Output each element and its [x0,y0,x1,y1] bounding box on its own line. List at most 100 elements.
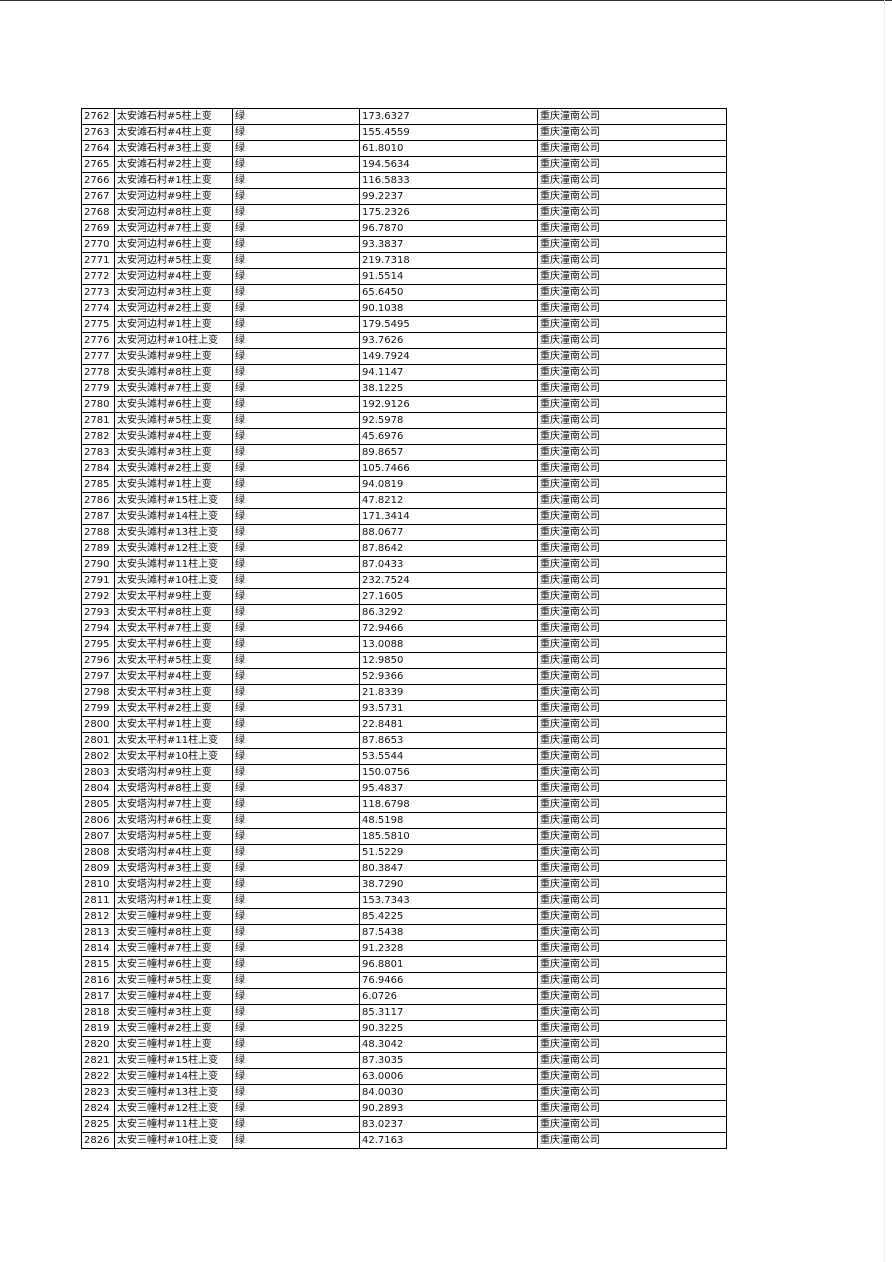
status-color-cell: 绿 [232,1100,360,1117]
row-number-cell: 2800 [81,716,115,733]
status-color-cell: 绿 [232,1084,360,1101]
table-row: 2773 太安河边村#3柱上变绿 65.6450 重庆潼南公司 [81,284,727,301]
table-row: 2785 太安头滩村#1柱上变绿 94.0819 重庆潼南公司 [81,476,727,493]
company-cell: 重庆潼南公司 [537,876,727,893]
row-number-cell: 2781 [81,412,115,429]
value-cell: 6.0726 [359,988,538,1005]
transformer-name-cell: 太安太平村#3柱上变 [114,684,233,701]
value-cell: 51.5229 [359,844,538,861]
table-row: 2766 太安滩石村#1柱上变绿 116.5833 重庆潼南公司 [81,172,727,189]
status-color-cell: 绿 [232,156,360,173]
row-number-cell: 2820 [81,1036,115,1053]
row-number-cell: 2815 [81,956,115,973]
table-row: 2804 太安塔沟村#8柱上变绿 95.4837 重庆潼南公司 [81,780,727,797]
value-cell: 173.6327 [359,108,538,125]
status-color-cell: 绿 [232,716,360,733]
value-cell: 179.5495 [359,316,538,333]
row-number-cell: 2789 [81,540,115,557]
status-color-cell: 绿 [232,1004,360,1021]
transformer-name-cell: 太安头滩村#4柱上变 [114,428,233,445]
table-row: 2791 太安头滩村#10柱上变绿 232.7524 重庆潼南公司 [81,572,727,589]
transformer-name-cell: 太安三幢村#15柱上变 [114,1052,233,1069]
value-cell: 21.8339 [359,684,538,701]
transformer-name-cell: 太安河边村#6柱上变 [114,236,233,253]
company-cell: 重庆潼南公司 [537,1020,727,1037]
row-number-cell: 2825 [81,1116,115,1133]
table-row: 2775 太安河边村#1柱上变绿 179.5495 重庆潼南公司 [81,316,727,333]
value-cell: 96.7870 [359,220,538,237]
table-row: 2788 太安头滩村#13柱上变绿 88.0677 重庆潼南公司 [81,524,727,541]
value-cell: 87.0433 [359,556,538,573]
transformer-name-cell: 太安三幢村#8柱上变 [114,924,233,941]
row-number-cell: 2785 [81,476,115,493]
status-color-cell: 绿 [232,124,360,141]
company-cell: 重庆潼南公司 [537,188,727,205]
status-color-cell: 绿 [232,332,360,349]
value-cell: 105.7466 [359,460,538,477]
status-color-cell: 绿 [232,492,360,509]
transformer-name-cell: 太安三幢村#10柱上变 [114,1132,233,1149]
company-cell: 重庆潼南公司 [537,236,727,253]
table-row: 2819 太安三幢村#2柱上变绿 90.3225 重庆潼南公司 [81,1020,727,1037]
row-number-cell: 2777 [81,348,115,365]
company-cell: 重庆潼南公司 [537,252,727,269]
status-color-cell: 绿 [232,588,360,605]
status-color-cell: 绿 [232,828,360,845]
row-number-cell: 2769 [81,220,115,237]
company-cell: 重庆潼南公司 [537,908,727,925]
transformer-name-cell: 太安太平村#2柱上变 [114,700,233,717]
value-cell: 232.7524 [359,572,538,589]
company-cell: 重庆潼南公司 [537,156,727,173]
company-cell: 重庆潼南公司 [537,412,727,429]
row-number-cell: 2818 [81,1004,115,1021]
status-color-cell: 绿 [232,380,360,397]
transformer-name-cell: 太安三幢村#5柱上变 [114,972,233,989]
row-number-cell: 2809 [81,860,115,877]
row-number-cell: 2775 [81,316,115,333]
company-cell: 重庆潼南公司 [537,764,727,781]
company-cell: 重庆潼南公司 [537,668,727,685]
status-color-cell: 绿 [232,1132,360,1149]
table-row: 2794 太安太平村#7柱上变绿 72.9466 重庆潼南公司 [81,620,727,637]
status-color-cell: 绿 [232,220,360,237]
row-number-cell: 2763 [81,124,115,141]
status-color-cell: 绿 [232,540,360,557]
value-cell: 90.2893 [359,1100,538,1117]
value-cell: 22.8481 [359,716,538,733]
page-top-border [0,0,892,1]
value-cell: 65.6450 [359,284,538,301]
status-color-cell: 绿 [232,460,360,477]
status-color-cell: 绿 [232,428,360,445]
company-cell: 重庆潼南公司 [537,1004,727,1021]
status-color-cell: 绿 [232,572,360,589]
transformer-name-cell: 太安河边村#8柱上变 [114,204,233,221]
status-color-cell: 绿 [232,876,360,893]
row-number-cell: 2817 [81,988,115,1005]
company-cell: 重庆潼南公司 [537,652,727,669]
status-color-cell: 绿 [232,172,360,189]
table-row: 2805 太安塔沟村#7柱上变绿 118.6798 重庆潼南公司 [81,796,727,813]
row-number-cell: 2821 [81,1052,115,1069]
company-cell: 重庆潼南公司 [537,572,727,589]
company-cell: 重庆潼南公司 [537,284,727,301]
transformer-name-cell: 太安头滩村#7柱上变 [114,380,233,397]
value-cell: 38.1225 [359,380,538,397]
company-cell: 重庆潼南公司 [537,268,727,285]
value-cell: 95.4837 [359,780,538,797]
row-number-cell: 2798 [81,684,115,701]
company-cell: 重庆潼南公司 [537,860,727,877]
transformer-name-cell: 太安河边村#9柱上变 [114,188,233,205]
transformer-name-cell: 太安河边村#4柱上变 [114,268,233,285]
status-color-cell: 绿 [232,684,360,701]
value-cell: 91.5514 [359,268,538,285]
value-cell: 88.0677 [359,524,538,541]
row-number-cell: 2812 [81,908,115,925]
company-cell: 重庆潼南公司 [537,684,727,701]
status-color-cell: 绿 [232,636,360,653]
row-number-cell: 2791 [81,572,115,589]
transformer-name-cell: 太安头滩村#11柱上变 [114,556,233,573]
row-number-cell: 2822 [81,1068,115,1085]
company-cell: 重庆潼南公司 [537,332,727,349]
company-cell: 重庆潼南公司 [537,492,727,509]
transformer-name-cell: 太安三幢村#11柱上变 [114,1116,233,1133]
